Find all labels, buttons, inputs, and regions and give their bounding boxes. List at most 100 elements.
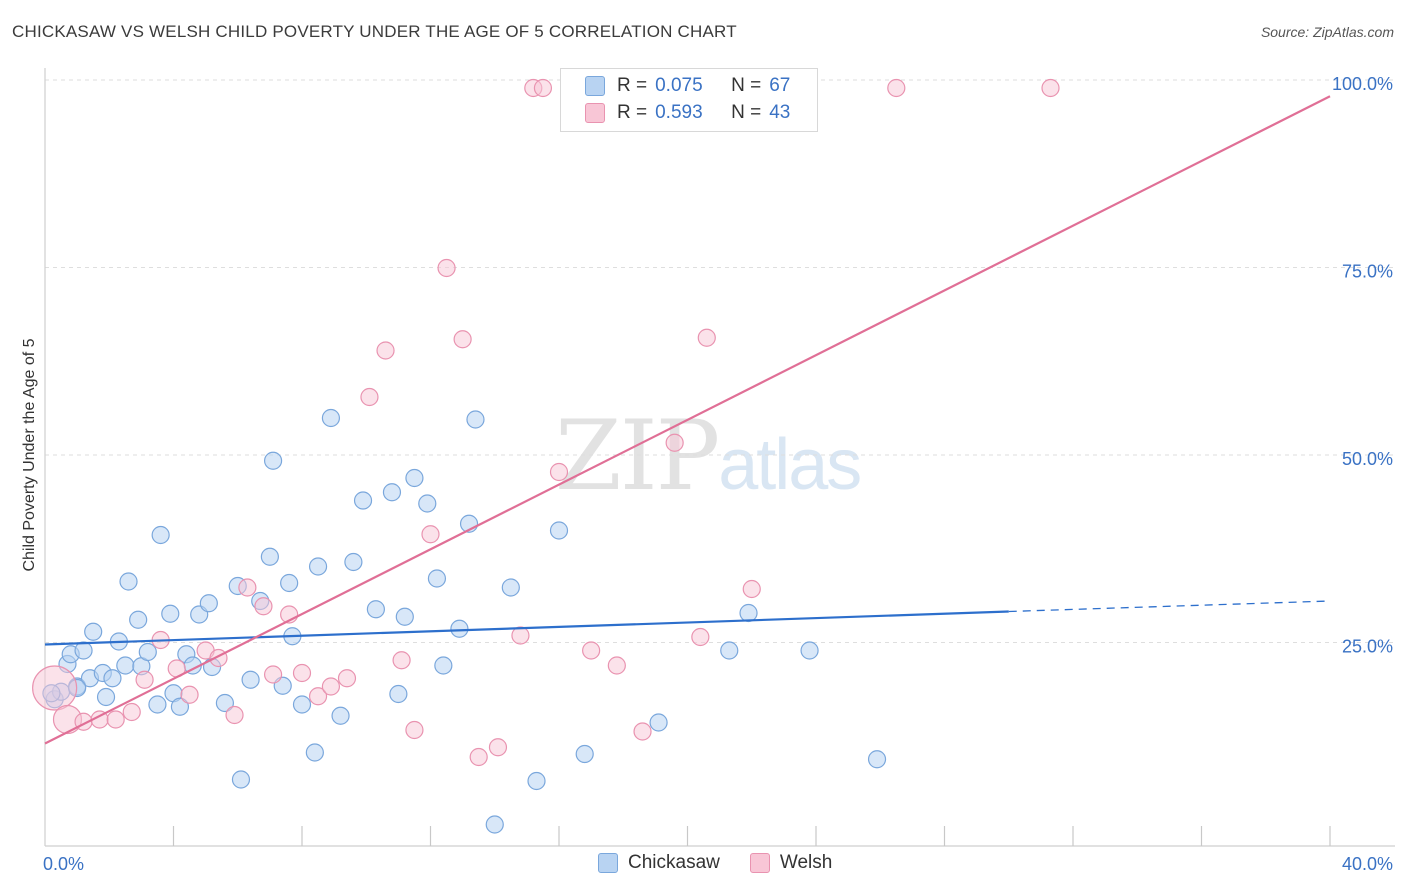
legend-n-value: 43 bbox=[769, 102, 791, 123]
data-point-welsh bbox=[122, 702, 141, 722]
data-point-chickasaw bbox=[575, 744, 594, 764]
data-point-chickasaw bbox=[331, 706, 350, 725]
data-point-chickasaw bbox=[116, 656, 135, 675]
data-point-chickasaw bbox=[231, 770, 251, 789]
data-point-chickasaw bbox=[215, 693, 234, 713]
legend-swatch-chickasaw bbox=[585, 76, 605, 96]
legend-row-welsh: R = 0.593 N = 43 bbox=[585, 101, 790, 125]
data-point-chickasaw bbox=[96, 687, 116, 707]
data-point-chickasaw bbox=[308, 557, 328, 576]
data-point-chickasaw bbox=[527, 771, 546, 791]
data-point-chickasaw bbox=[649, 713, 668, 732]
x-tick-label: 40.0% bbox=[1342, 854, 1393, 874]
y-tick-label: 100.0% bbox=[1332, 74, 1393, 94]
tick-labels: 25.0% 50.0% 75.0% 100.0% 0.0% 40.0% bbox=[43, 74, 1393, 874]
bottom-legend: Chickasaw Welsh bbox=[598, 852, 862, 874]
data-point-chickasaw bbox=[161, 604, 180, 623]
legend-row-chickasaw: R = 0.075 N = 67 bbox=[585, 74, 790, 98]
axis-ticks bbox=[172, 826, 1331, 846]
legend-r-label: R = bbox=[617, 102, 648, 123]
series-chickasaw bbox=[42, 408, 887, 834]
bottom-legend-label-welsh: Welsh bbox=[779, 852, 833, 873]
data-point-chickasaw bbox=[405, 468, 424, 488]
data-point-chickasaw bbox=[170, 697, 190, 716]
data-point-chickasaw bbox=[280, 573, 299, 593]
legend-n-value: 67 bbox=[769, 75, 791, 96]
bottom-legend-swatch-welsh bbox=[749, 853, 770, 873]
legend-r-value: 0.075 bbox=[655, 75, 703, 96]
watermark-atlas: atlas bbox=[718, 425, 862, 505]
data-point-welsh bbox=[633, 722, 652, 741]
bottom-legend-welsh: Welsh bbox=[749, 852, 833, 874]
data-point-chickasaw bbox=[74, 641, 93, 660]
data-point-welsh bbox=[421, 525, 440, 544]
data-point-chickasaw bbox=[867, 750, 887, 769]
data-point-chickasaw bbox=[427, 569, 447, 588]
data-point-welsh bbox=[392, 651, 411, 670]
data-point-welsh bbox=[32, 665, 78, 711]
watermark: ZIPatlas bbox=[555, 400, 862, 512]
data-point-welsh bbox=[254, 597, 273, 616]
data-point-chickasaw bbox=[395, 607, 414, 626]
data-point-welsh bbox=[453, 330, 472, 349]
legend-r-label: R = bbox=[617, 75, 648, 96]
data-point-chickasaw bbox=[148, 695, 167, 714]
trend-line-chickasaw-extension bbox=[1008, 600, 1331, 613]
data-point-welsh bbox=[180, 685, 199, 704]
data-point-chickasaw bbox=[305, 743, 324, 762]
data-point-chickasaw bbox=[739, 603, 758, 623]
data-point-welsh bbox=[533, 78, 553, 98]
data-point-welsh bbox=[292, 663, 312, 683]
legend-swatch-welsh bbox=[585, 103, 605, 123]
data-point-chickasaw bbox=[199, 594, 218, 613]
bottom-legend-swatch-chickasaw bbox=[598, 853, 618, 873]
data-point-welsh bbox=[665, 433, 684, 452]
data-point-chickasaw bbox=[353, 491, 373, 510]
watermark-zip: ZIP bbox=[555, 400, 720, 512]
axes bbox=[44, 68, 1395, 847]
legend-n-label: N = bbox=[731, 75, 762, 96]
data-point-chickasaw bbox=[84, 622, 103, 641]
data-point-chickasaw bbox=[129, 610, 148, 629]
data-point-welsh bbox=[405, 720, 424, 740]
data-point-welsh bbox=[437, 258, 456, 278]
data-point-welsh bbox=[469, 747, 488, 767]
data-point-chickasaw bbox=[501, 578, 520, 597]
data-point-chickasaw bbox=[389, 684, 408, 704]
data-point-chickasaw bbox=[292, 695, 312, 714]
chart-title: CHICKASAW VS WELSH CHILD POVERTY UNDER T… bbox=[12, 22, 737, 41]
data-point-welsh bbox=[225, 705, 244, 725]
trend-lines bbox=[44, 95, 1331, 745]
series-welsh bbox=[32, 78, 1060, 767]
data-point-welsh bbox=[376, 341, 395, 360]
data-point-welsh bbox=[607, 656, 626, 675]
y-tick-label: 25.0% bbox=[1342, 637, 1393, 657]
data-point-chickasaw bbox=[241, 670, 260, 689]
data-point-welsh bbox=[263, 665, 283, 684]
data-point-chickasaw bbox=[103, 669, 122, 688]
data-point-chickasaw bbox=[260, 547, 279, 566]
data-point-welsh bbox=[691, 627, 710, 647]
x-tick-label: 0.0% bbox=[43, 854, 84, 874]
bottom-legend-chickasaw: Chickasaw bbox=[598, 852, 720, 874]
data-point-chickasaw bbox=[138, 642, 157, 662]
data-point-chickasaw bbox=[151, 525, 170, 545]
data-point-chickasaw bbox=[466, 410, 485, 429]
data-point-chickasaw bbox=[119, 572, 138, 591]
data-point-chickasaw bbox=[485, 815, 504, 834]
data-point-welsh bbox=[360, 387, 379, 407]
data-point-chickasaw bbox=[382, 483, 402, 502]
y-axis-label: Child Poverty Under the Age of 5 bbox=[21, 338, 38, 572]
legend-n-label: N = bbox=[731, 102, 762, 123]
data-point-welsh bbox=[1041, 78, 1060, 98]
data-point-chickasaw bbox=[450, 619, 469, 638]
data-point-chickasaw bbox=[800, 641, 819, 660]
data-point-welsh bbox=[238, 578, 257, 597]
data-point-welsh bbox=[488, 738, 508, 757]
y-tick-label: 75.0% bbox=[1342, 262, 1393, 282]
data-point-chickasaw bbox=[549, 521, 569, 540]
legend-r-value: 0.593 bbox=[655, 102, 703, 123]
data-point-welsh bbox=[887, 78, 906, 98]
data-point-welsh bbox=[742, 579, 761, 599]
data-point-welsh bbox=[582, 641, 601, 660]
